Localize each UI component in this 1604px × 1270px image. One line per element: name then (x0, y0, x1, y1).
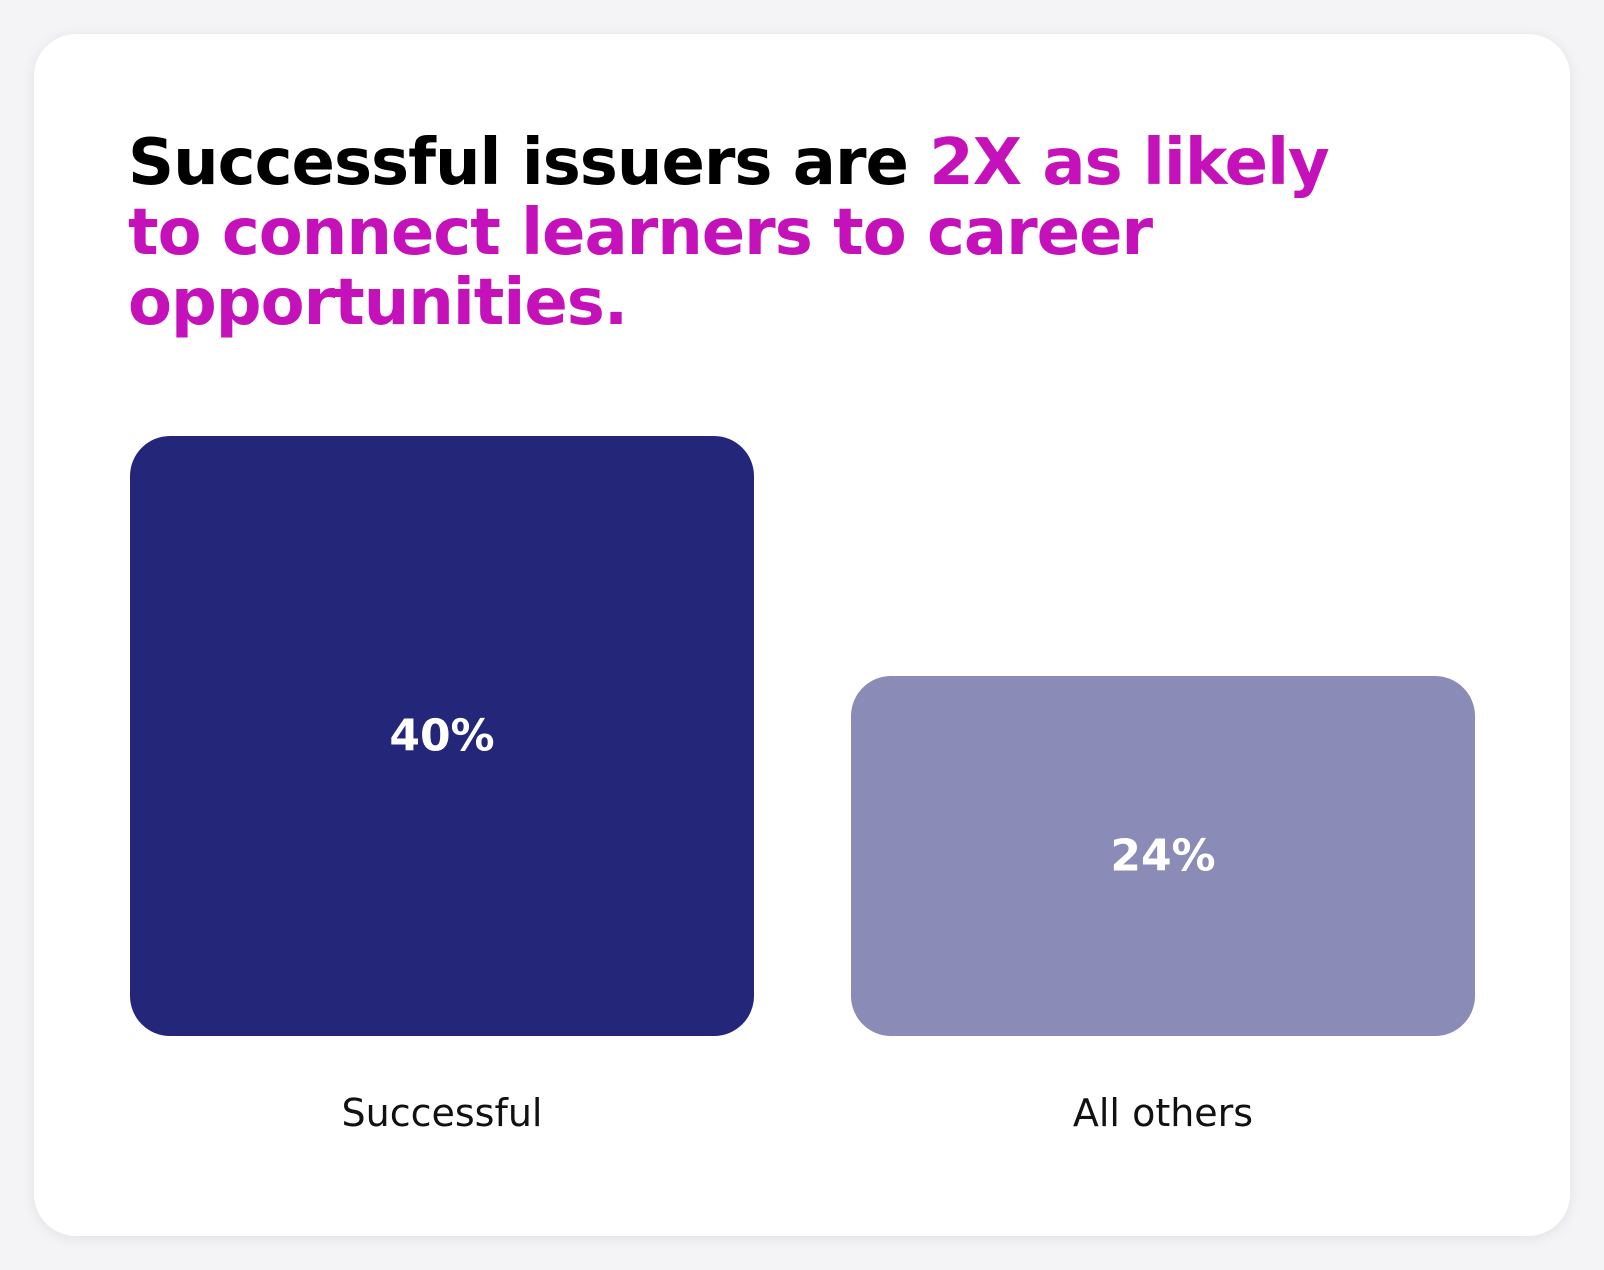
title-lead-text: Successful issuers are (128, 126, 930, 200)
bar-value-label: 40% (389, 711, 494, 762)
bar-successful (130, 436, 754, 1036)
category-label: Successful (342, 1091, 543, 1135)
chart-title: Successful issuers are 2X as likely to c… (128, 128, 1388, 338)
bar-value-label: 24% (1110, 831, 1215, 882)
category-label: All others (1073, 1091, 1253, 1135)
title-highlight-text: 2X as likely to connect learners to care… (128, 126, 1330, 340)
bar-all-others (851, 676, 1475, 1036)
